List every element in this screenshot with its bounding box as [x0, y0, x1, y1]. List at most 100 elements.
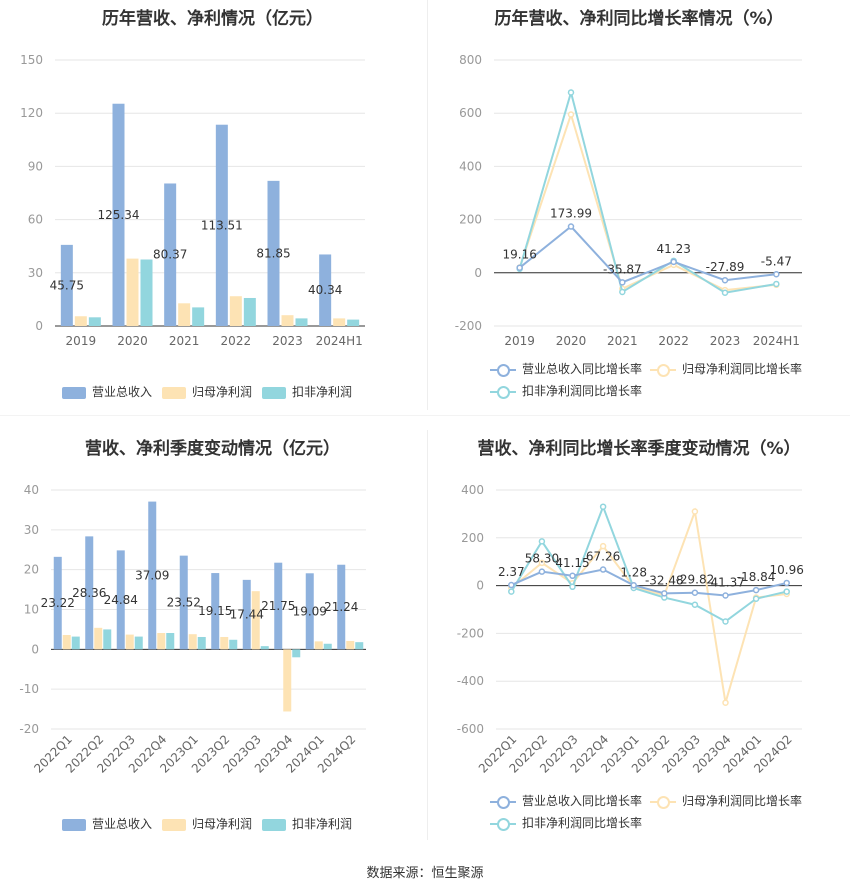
legend-swatch: [490, 385, 516, 399]
chart-title: 营收、净利季度变动情况（亿元）: [85, 439, 340, 459]
legend-item[interactable]: 扣非净利润: [262, 815, 352, 832]
point-revenue-growth: [508, 581, 515, 589]
y-tick-label: 90: [28, 159, 43, 173]
x-tick-label: 2020: [556, 334, 587, 348]
quarterly-revenue-chart: 403020100-10-202022Q12022Q22022Q32022Q42…: [19, 483, 366, 776]
legend-item[interactable]: 扣非净利润同比增长率: [490, 382, 642, 399]
annual-revenue-panel: 历年营收、净利情况（亿元） 150 120 90 60 30 0 2019 2020 2021 2…: [0, 0, 425, 410]
y-tick-label: 20: [24, 563, 39, 577]
data-label: 2.37: [498, 565, 525, 579]
point-net-profit-growth: [567, 111, 575, 118]
legend-label: 营业总收入同比增长率: [522, 362, 643, 376]
y-tick-label: -600: [457, 722, 484, 736]
data-source-note: 数据来源：恒生聚源: [366, 866, 484, 881]
data-label: 19.09: [293, 604, 327, 618]
data-label: 28.36: [72, 586, 106, 600]
point-deducted-profit-growth: [508, 588, 515, 595]
data-label: 1.28: [620, 565, 647, 579]
series-line-revenue-growth: [510, 568, 787, 597]
bar-deducted-profit: [229, 639, 238, 650]
bar-revenue: [337, 564, 346, 650]
quarterly-growth-chart: 4002000-200-400-6002022Q12022Q22022Q3202…: [457, 483, 804, 776]
bar-net-profit: [62, 634, 71, 650]
point-revenue-growth: [691, 589, 699, 596]
point-revenue-growth: [599, 566, 607, 573]
data-label: -35.87: [603, 262, 642, 276]
legend-label: 归母净利润: [192, 385, 253, 399]
bar-revenue: [60, 244, 73, 326]
bar-revenue: [116, 550, 125, 650]
x-tick-label: 2022: [221, 334, 252, 348]
bar-deducted-profit: [292, 649, 301, 658]
chart-legend: 营业总收入同比增长率 归母净利润同比增长率扣非净利润同比增长率: [428, 360, 850, 400]
data-label: 17.44: [230, 608, 264, 622]
legend-label: 扣非净利润: [292, 817, 353, 831]
point-revenue-growth: [661, 590, 668, 597]
chart-title: 历年营收、净利同比增长率情况（%）: [494, 9, 784, 29]
y-tick-label: 10: [24, 603, 39, 617]
legend-swatch: [650, 363, 676, 377]
bar-deducted-profit: [295, 318, 308, 326]
legend-label: 营业总收入: [92, 385, 153, 399]
bar-deducted-profit: [140, 259, 153, 326]
point-revenue-growth: [783, 579, 790, 587]
legend-label: 营业总收入同比增长率: [522, 794, 643, 808]
bar-revenue: [85, 536, 94, 650]
legend-swatch: [262, 386, 286, 399]
chart-legend: 营业总收入 归母净利润 扣非净利润: [0, 383, 425, 399]
point-revenue-growth: [516, 264, 523, 271]
legend-swatch: [62, 386, 86, 399]
legend-label: 归母净利润同比增长率: [682, 362, 803, 376]
point-revenue-growth: [567, 223, 575, 230]
bar-deducted-profit: [71, 636, 80, 650]
horizontal-divider: [0, 415, 850, 416]
legend-label: 扣非净利润同比增长率: [522, 384, 643, 398]
bar-revenue: [148, 501, 157, 650]
legend-item[interactable]: 归母净利润同比增长率: [650, 360, 802, 377]
point-deducted-profit-growth: [721, 289, 729, 296]
y-tick-label: 400: [461, 483, 484, 497]
legend-label: 归母净利润: [192, 817, 253, 831]
point-revenue-growth: [722, 592, 729, 599]
bar-revenue: [164, 183, 177, 326]
point-deducted-profit-growth: [567, 89, 575, 96]
bar-net-profit: [188, 634, 197, 650]
data-label: -27.89: [706, 260, 745, 274]
bar-deducted-profit: [260, 646, 269, 650]
legend-item[interactable]: 营业总收入同比增长率: [490, 360, 642, 377]
x-tick-label: 2019: [66, 334, 97, 348]
data-label: 21.75: [261, 599, 295, 613]
data-label: 67.26: [586, 550, 620, 564]
data-label: -5.47: [761, 254, 792, 268]
y-tick-label: 120: [20, 106, 43, 120]
legend-item[interactable]: 归母净利润: [162, 383, 252, 400]
legend-swatch: [262, 818, 286, 831]
y-tick-label: -200: [457, 626, 484, 640]
y-tick-label: 200: [461, 531, 484, 545]
annual-growth-panel: 历年营收、净利同比增长率情况（%） 800 600 400 200 0 -200 2019 2…: [428, 0, 850, 410]
bar-revenue: [305, 573, 314, 650]
point-revenue-growth: [721, 276, 729, 284]
bar-net-profit: [157, 633, 166, 650]
legend-item[interactable]: 营业总收入: [62, 815, 152, 832]
x-tick-label: 2023: [710, 334, 741, 348]
legend-label: 扣非净利润: [292, 385, 353, 399]
legend-item[interactable]: 归母净利润同比增长率: [650, 792, 802, 809]
legend-item[interactable]: 扣非净利润同比增长率: [490, 814, 642, 831]
bar-revenue: [242, 579, 251, 650]
data-label: 23.52: [167, 595, 201, 609]
data-label: 19.16: [502, 248, 536, 262]
point-deducted-profit-growth: [773, 280, 780, 288]
legend-item[interactable]: 营业总收入: [62, 383, 152, 400]
legend-item[interactable]: 营业总收入同比增长率: [490, 792, 642, 809]
bar-deducted-profit: [323, 643, 332, 650]
point-deducted-profit-growth: [569, 583, 576, 591]
point-deducted-profit-growth: [783, 588, 790, 595]
y-tick-label: 800: [459, 53, 482, 67]
point-net-profit-growth: [538, 559, 546, 567]
series-line-deducted-profit-growth: [510, 503, 787, 623]
y-tick-label: 400: [459, 159, 482, 173]
legend-item[interactable]: 扣非净利润: [262, 383, 352, 400]
legend-item[interactable]: 归母净利润: [162, 815, 252, 832]
bar-deducted-profit: [88, 317, 101, 326]
